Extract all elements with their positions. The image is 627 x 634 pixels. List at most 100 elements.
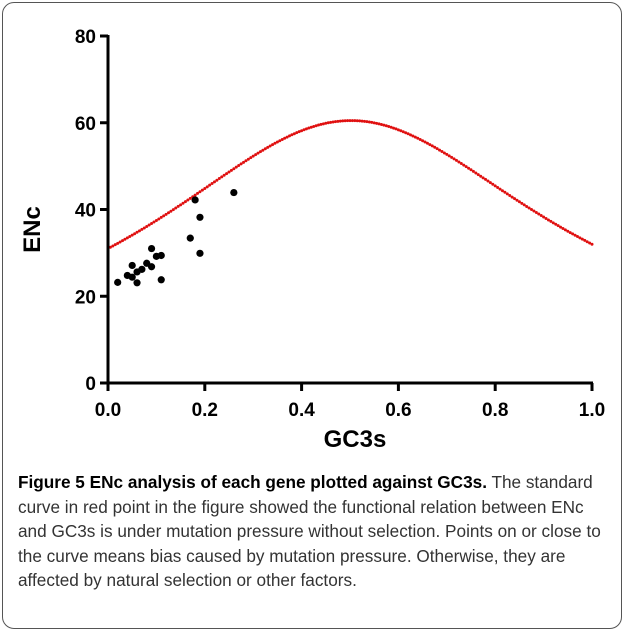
curve-point	[186, 198, 190, 202]
curve-point	[384, 124, 388, 128]
curve-point	[333, 120, 337, 124]
curve-point	[588, 241, 592, 245]
curve-point	[590, 242, 594, 246]
curve-point	[537, 212, 541, 216]
x-tick-label: 0.6	[385, 400, 411, 421]
curve-point	[283, 136, 287, 140]
curve-point	[244, 159, 248, 163]
curve-point	[474, 171, 478, 175]
curve-point	[583, 238, 587, 242]
curve-point	[159, 215, 163, 219]
curve-point	[549, 219, 553, 223]
curve-point	[510, 195, 514, 199]
curve-point	[290, 133, 294, 137]
curve-point	[229, 168, 233, 172]
curve-point	[454, 158, 458, 162]
curve-point	[174, 206, 178, 210]
curve-point	[176, 204, 180, 208]
curve-point	[551, 221, 555, 225]
curve-point	[539, 214, 543, 218]
curve-point	[336, 119, 340, 123]
curve-point	[249, 156, 253, 160]
curve-point	[486, 179, 490, 183]
curve-point	[546, 218, 550, 222]
curve-point	[488, 181, 492, 185]
curve-point	[167, 211, 170, 215]
curve-point	[261, 148, 265, 152]
curve-point	[399, 129, 403, 133]
curve-point	[266, 145, 270, 149]
curve-point	[137, 229, 141, 233]
data-point	[157, 251, 165, 260]
curve-point	[273, 141, 277, 145]
curve-point	[145, 224, 149, 228]
curve-point	[118, 240, 122, 244]
curve-point	[329, 120, 333, 124]
curve-point	[440, 150, 444, 154]
curve-point	[532, 209, 536, 213]
curve-point	[365, 120, 369, 124]
curve-point	[183, 200, 187, 204]
curve-point	[413, 135, 417, 139]
curve-point	[575, 235, 579, 239]
curve-point	[438, 148, 442, 152]
data-point	[147, 244, 156, 253]
data-point	[230, 188, 238, 197]
curve-point	[530, 208, 533, 212]
curve-point	[222, 173, 226, 177]
curve-point	[314, 124, 318, 128]
y-tick-label: 0	[85, 374, 96, 395]
curve-point	[379, 122, 383, 126]
curve-point	[479, 174, 483, 178]
data-point	[191, 196, 199, 204]
figure-caption: Figure 5 ENc analysis of each gene plott…	[18, 470, 614, 593]
curve-point	[498, 187, 502, 191]
curve-point	[481, 176, 485, 180]
curve-point	[150, 222, 154, 226]
curve-point	[317, 123, 321, 127]
curve-point	[254, 153, 258, 157]
curve-point	[162, 214, 166, 218]
curve-point	[457, 160, 461, 164]
curve-point	[445, 152, 449, 156]
curve-point	[280, 137, 284, 141]
curve-point	[205, 185, 209, 189]
curve-point	[302, 128, 306, 132]
data-point	[133, 279, 141, 287]
curve-point	[234, 165, 238, 169]
curve-point	[179, 203, 183, 207]
curve-point	[346, 119, 350, 123]
curve-point	[566, 229, 570, 233]
curve-point	[503, 190, 507, 194]
curve-point	[377, 122, 381, 126]
curve-point	[522, 203, 526, 207]
curve-point	[121, 239, 125, 243]
x-tick-label: 0.4	[288, 400, 315, 421]
curve-point	[544, 216, 548, 220]
curve-point	[421, 139, 425, 143]
data-point	[128, 261, 136, 270]
curve-point	[425, 141, 429, 145]
curve-point	[442, 151, 446, 155]
data-point	[196, 213, 204, 221]
curve-point	[428, 143, 432, 147]
curve-point	[215, 178, 219, 182]
curve-point	[573, 233, 577, 237]
curve-point	[133, 232, 137, 236]
x-tick-label: 1.0	[579, 400, 605, 421]
curve-point	[563, 228, 567, 232]
curve-point	[348, 119, 352, 123]
data-point	[147, 263, 156, 271]
curve-point	[324, 121, 328, 125]
x-tick-label: 0.2	[192, 400, 218, 421]
curve-point	[404, 131, 408, 135]
curve-point	[360, 119, 364, 123]
curve-point	[246, 157, 250, 161]
curve-point	[237, 164, 241, 168]
data-point	[128, 273, 136, 281]
y-tick-label: 40	[75, 201, 96, 222]
curve-point	[525, 204, 529, 208]
curve-point	[258, 150, 262, 154]
curve-point	[169, 209, 173, 213]
curve-point	[394, 127, 398, 131]
